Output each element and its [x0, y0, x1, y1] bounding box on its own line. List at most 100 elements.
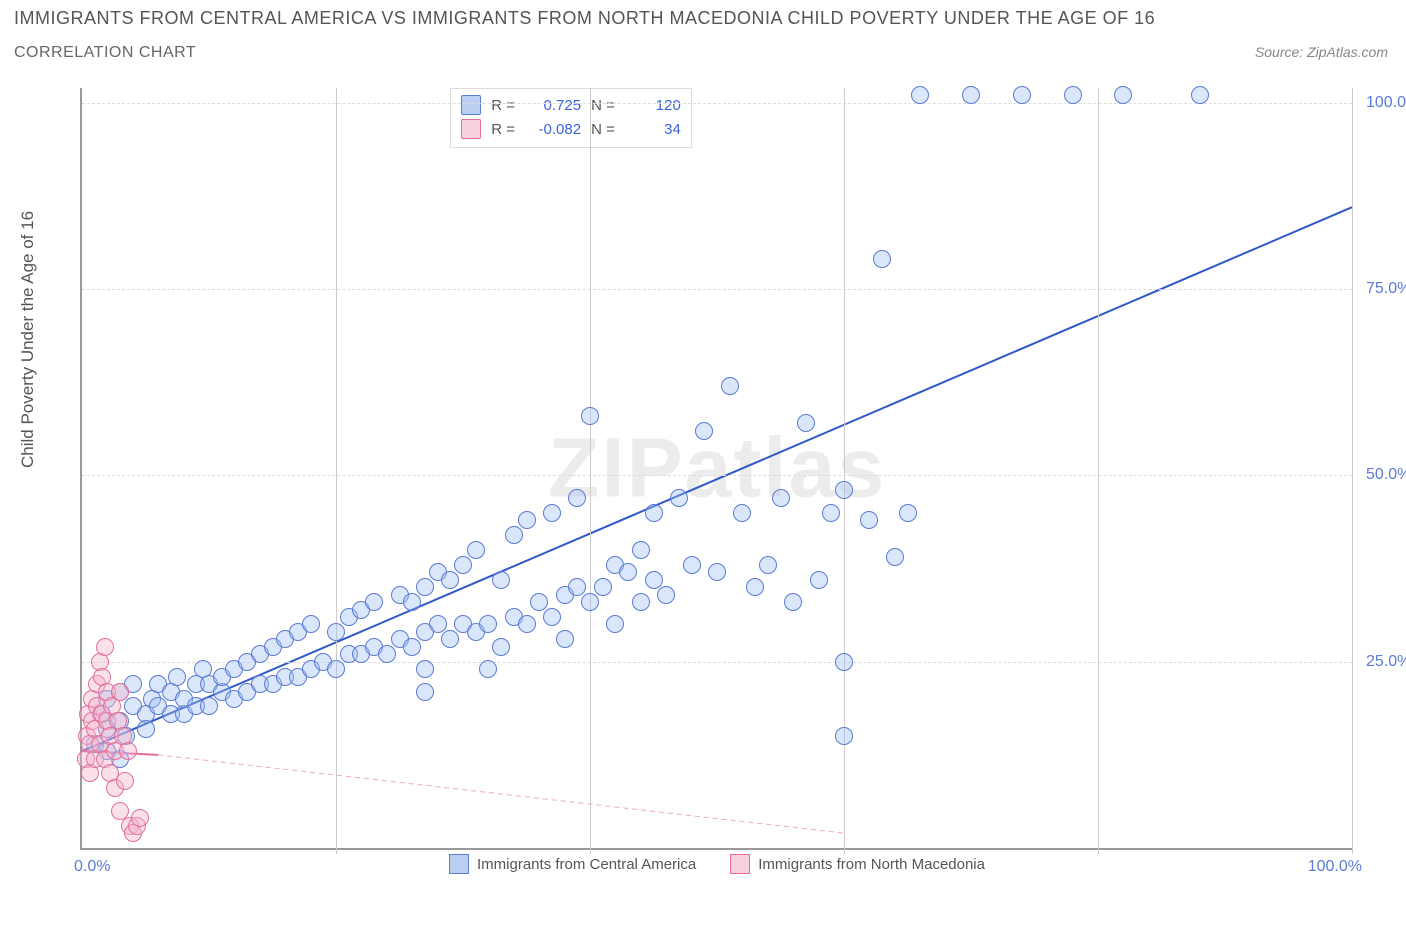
- x-tick-100: 100.0%: [1308, 858, 1362, 876]
- source-attribution: Source: ZipAtlas.com: [1255, 44, 1388, 60]
- data-point: [733, 504, 751, 522]
- data-point: [797, 414, 815, 432]
- legend-swatch-blue: [449, 854, 469, 874]
- data-point: [403, 593, 421, 611]
- series-legend: Immigrants from Central America Immigran…: [449, 854, 985, 874]
- data-point: [568, 489, 586, 507]
- legend-n-label: N =: [591, 121, 615, 138]
- data-point: [568, 578, 586, 596]
- series-name-pink: Immigrants from North Macedonia: [758, 856, 985, 873]
- data-point: [111, 683, 129, 701]
- data-point: [594, 578, 612, 596]
- data-point: [200, 697, 218, 715]
- data-point: [683, 556, 701, 574]
- series-name-blue: Immigrants from Central America: [477, 856, 696, 873]
- data-point: [822, 504, 840, 522]
- x-gridline: [1098, 88, 1099, 854]
- legend-r-value-pink: -0.082: [525, 121, 581, 138]
- page-subtitle: CORRELATION CHART: [14, 44, 196, 62]
- legend-swatch-blue: [461, 95, 481, 115]
- y-tick-label: 25.0%: [1366, 653, 1406, 671]
- legend-n-value-pink: 34: [625, 121, 681, 138]
- data-point: [416, 683, 434, 701]
- legend-swatch-pink: [461, 119, 481, 139]
- data-point: [962, 86, 980, 104]
- data-point: [505, 526, 523, 544]
- data-point: [645, 571, 663, 589]
- data-point: [899, 504, 917, 522]
- data-point: [403, 638, 421, 656]
- stats-legend: R = 0.725 N = 120 R = -0.082 N = 34: [450, 88, 692, 148]
- trend-lines: [82, 88, 1352, 848]
- x-gridline: [336, 88, 337, 854]
- data-point: [131, 809, 149, 827]
- data-point: [873, 250, 891, 268]
- data-point: [327, 623, 345, 641]
- data-point: [530, 593, 548, 611]
- data-point: [721, 377, 739, 395]
- data-point: [657, 586, 675, 604]
- data-point: [137, 720, 155, 738]
- data-point: [543, 608, 561, 626]
- data-point: [632, 541, 650, 559]
- data-point: [581, 593, 599, 611]
- data-point: [645, 504, 663, 522]
- x-tick-zero: 0.0%: [74, 858, 110, 876]
- data-point: [492, 638, 510, 656]
- legend-n-label: N =: [591, 97, 615, 114]
- data-point: [632, 593, 650, 611]
- data-point: [467, 541, 485, 559]
- y-tick-label: 50.0%: [1366, 466, 1406, 484]
- data-point: [619, 563, 637, 581]
- data-point: [784, 593, 802, 611]
- data-point: [886, 548, 904, 566]
- data-point: [429, 615, 447, 633]
- data-point: [378, 645, 396, 663]
- legend-r-label: R =: [491, 121, 515, 138]
- gridline: [82, 662, 1352, 663]
- gridline: [82, 475, 1352, 476]
- legend-swatch-pink: [730, 854, 750, 874]
- data-point: [695, 422, 713, 440]
- data-point: [302, 615, 320, 633]
- data-point: [492, 571, 510, 589]
- data-point: [518, 511, 536, 529]
- legend-n-value-blue: 120: [625, 97, 681, 114]
- data-point: [518, 615, 536, 633]
- y-axis-label: Child Poverty Under the Age of 16: [18, 211, 38, 468]
- data-point: [759, 556, 777, 574]
- data-point: [1013, 86, 1031, 104]
- data-point: [670, 489, 688, 507]
- gridline: [82, 289, 1352, 290]
- gridline: [82, 103, 1352, 104]
- data-point: [911, 86, 929, 104]
- data-point: [835, 727, 853, 745]
- data-point: [116, 772, 134, 790]
- data-point: [772, 489, 790, 507]
- legend-r-value-blue: 0.725: [525, 97, 581, 114]
- legend-r-label: R =: [491, 97, 515, 114]
- page-title: IMMIGRANTS FROM CENTRAL AMERICA VS IMMIG…: [14, 8, 1155, 29]
- data-point: [860, 511, 878, 529]
- data-point: [96, 638, 114, 656]
- data-point: [416, 578, 434, 596]
- data-point: [543, 504, 561, 522]
- data-point: [441, 571, 459, 589]
- y-tick-label: 100.0%: [1366, 94, 1406, 112]
- data-point: [441, 630, 459, 648]
- data-point: [810, 571, 828, 589]
- x-gridline: [590, 88, 591, 854]
- data-point: [1064, 86, 1082, 104]
- x-gridline: [1352, 88, 1353, 854]
- data-point: [365, 593, 383, 611]
- data-point: [835, 653, 853, 671]
- data-point: [1114, 86, 1132, 104]
- data-point: [708, 563, 726, 581]
- data-point: [479, 660, 497, 678]
- data-point: [606, 615, 624, 633]
- data-point: [119, 742, 137, 760]
- y-tick-label: 75.0%: [1366, 280, 1406, 298]
- scatter-plot: Child Poverty Under the Age of 16 ZIPatl…: [80, 88, 1352, 850]
- data-point: [416, 660, 434, 678]
- data-point: [835, 481, 853, 499]
